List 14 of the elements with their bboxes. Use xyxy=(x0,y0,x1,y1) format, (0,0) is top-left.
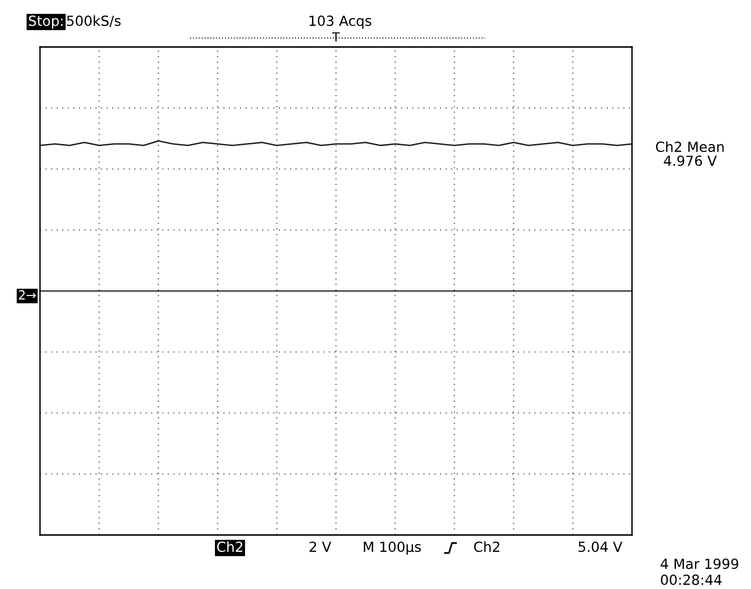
text: 00:28:44 xyxy=(660,574,722,586)
text: 500kS/s xyxy=(67,15,121,28)
text: Ch2 xyxy=(217,541,242,552)
text: 5.04 V xyxy=(578,542,622,552)
text: 4.976 V xyxy=(664,156,717,166)
text: Ch2 xyxy=(474,541,500,552)
text: M 100µs xyxy=(364,542,421,555)
text: T xyxy=(332,32,340,42)
text: 2→ xyxy=(18,290,36,300)
text: 103 Acqs xyxy=(310,16,372,29)
text: Stop: xyxy=(28,16,63,29)
text: 4 Mar 1999 xyxy=(660,558,738,570)
text: Ch2 Mean xyxy=(656,141,724,152)
text: 2 V xyxy=(310,542,332,552)
